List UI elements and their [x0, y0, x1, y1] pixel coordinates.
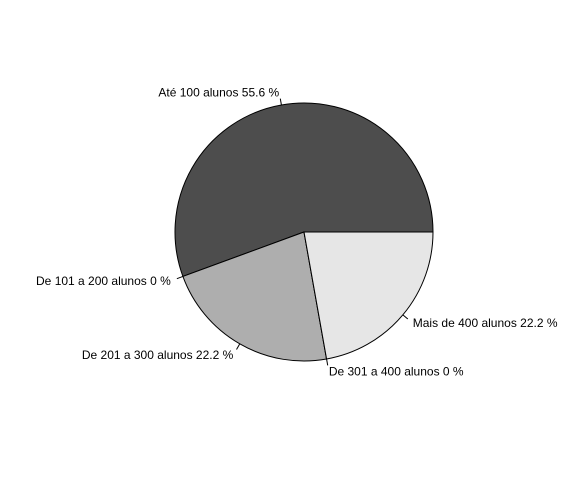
pie-tick-mais-de-400-alunos [402, 314, 409, 320]
pie-tick-de-301-a-400-alunos [326, 358, 329, 366]
pie-label-de-101-a-200-alunos: De 101 a 200 alunos 0 % [36, 274, 171, 288]
slices-layer [174, 102, 434, 362]
pie-label-de-201-a-300-alunos: De 201 a 300 alunos 22.2 % [82, 348, 234, 362]
pie-tick-de-101-a-200-alunos [176, 275, 184, 280]
pie-label-ate-100-alunos: Até 100 alunos 55.6 % [158, 85, 279, 99]
pie-label-mais-de-400-alunos: Mais de 400 alunos 22.2 % [413, 316, 558, 330]
pie-slice-ate-100-alunos [174, 102, 434, 278]
pie-tick-de-201-a-300-alunos [236, 343, 241, 350]
label-ticks-layer [176, 98, 409, 366]
labels-layer: Até 100 alunos 55.6 % De 101 a 200 alunos… [36, 85, 558, 378]
pie-label-de-301-a-400-alunos: De 301 a 400 alunos 0 % [329, 365, 464, 379]
pie-tick-ate-100-alunos [279, 98, 282, 106]
pie-slice-mais-de-400-alunos [303, 231, 434, 360]
